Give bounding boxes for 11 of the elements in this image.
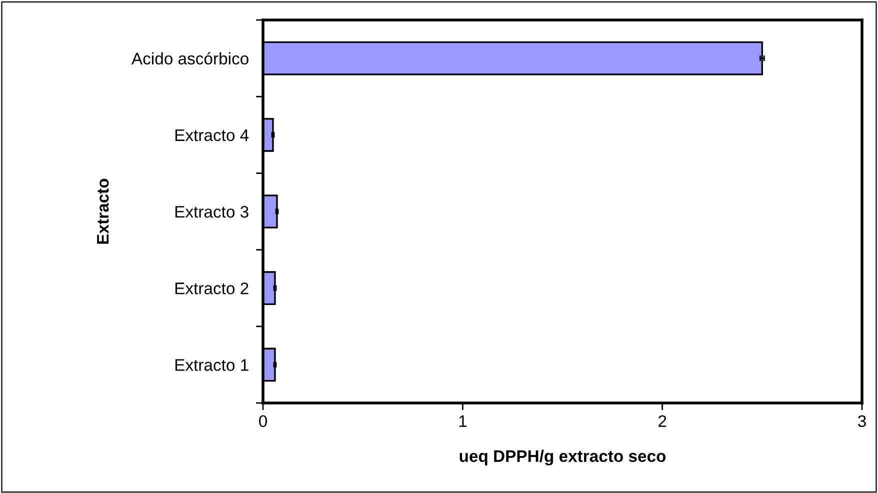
y-tick-label: Acido ascórbico	[132, 52, 248, 65]
x-tick-label: 2	[658, 415, 666, 427]
y-axis-title: Extracto	[97, 178, 109, 244]
y-tick-label: Extracto 1	[175, 359, 248, 371]
y-tick-label: Extracto 4	[175, 129, 249, 142]
x-tick-label: 3	[858, 415, 866, 428]
x-tick-label: 0	[259, 415, 267, 428]
x-axis-title: ueq DPPH/g extracto seco	[460, 450, 666, 466]
y-tick-label: Extracto 2	[175, 282, 248, 294]
x-tick-label: 1	[459, 415, 466, 427]
y-tick-label: Extracto 3	[175, 206, 248, 218]
